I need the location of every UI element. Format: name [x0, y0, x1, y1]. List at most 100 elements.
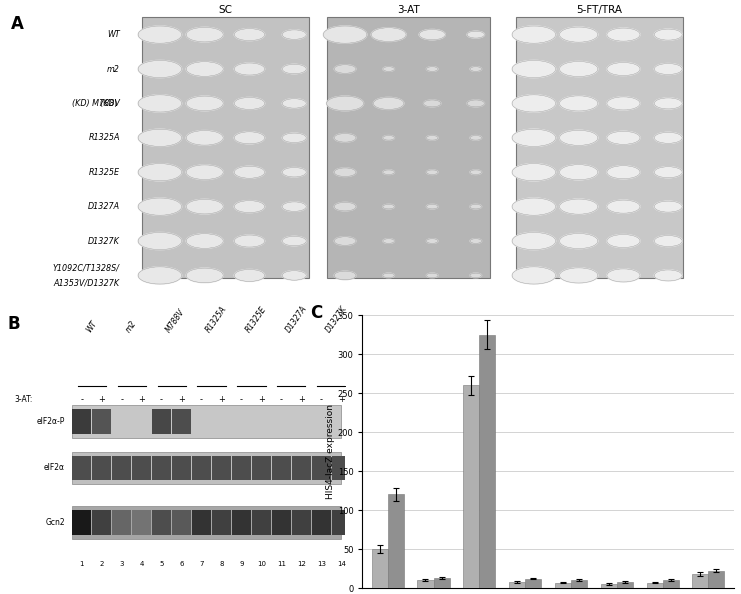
- Circle shape: [470, 239, 482, 244]
- Text: -: -: [320, 395, 323, 404]
- Text: 13: 13: [317, 561, 326, 567]
- Circle shape: [282, 271, 306, 280]
- Bar: [172, 456, 191, 480]
- Text: 6: 6: [179, 561, 184, 567]
- Circle shape: [559, 130, 598, 146]
- Circle shape: [426, 204, 438, 209]
- Circle shape: [138, 95, 182, 112]
- Circle shape: [138, 198, 182, 215]
- Bar: [327, 17, 491, 279]
- Text: +: +: [338, 395, 345, 404]
- Circle shape: [334, 134, 356, 142]
- Circle shape: [186, 200, 223, 214]
- Circle shape: [234, 29, 265, 40]
- Text: +: +: [258, 395, 265, 404]
- Circle shape: [234, 270, 265, 282]
- Bar: [433, 578, 450, 588]
- Bar: [292, 510, 311, 535]
- Bar: [72, 510, 91, 535]
- Circle shape: [426, 273, 438, 278]
- Bar: [72, 451, 342, 484]
- Circle shape: [282, 64, 306, 74]
- Bar: [72, 409, 91, 434]
- Circle shape: [186, 268, 223, 283]
- Circle shape: [654, 201, 682, 212]
- Circle shape: [559, 61, 598, 77]
- Circle shape: [424, 100, 441, 107]
- Bar: [601, 584, 617, 588]
- Text: -: -: [240, 395, 243, 404]
- Bar: [252, 510, 271, 535]
- Circle shape: [234, 132, 265, 144]
- Circle shape: [559, 96, 598, 111]
- Bar: [192, 510, 211, 535]
- Bar: [192, 456, 211, 480]
- Circle shape: [186, 96, 223, 110]
- Circle shape: [512, 26, 556, 43]
- Bar: [172, 409, 191, 434]
- Circle shape: [186, 27, 223, 42]
- Circle shape: [234, 97, 265, 109]
- Text: R1325E: R1325E: [244, 305, 268, 334]
- Circle shape: [607, 166, 640, 179]
- Circle shape: [234, 201, 265, 213]
- Circle shape: [383, 170, 394, 175]
- Bar: [232, 510, 251, 535]
- Text: 4: 4: [139, 561, 144, 567]
- Circle shape: [654, 236, 682, 247]
- Circle shape: [371, 28, 406, 42]
- Text: C: C: [310, 304, 323, 322]
- Bar: [252, 456, 271, 480]
- Bar: [152, 456, 171, 480]
- Bar: [647, 583, 662, 588]
- Circle shape: [426, 170, 438, 175]
- Circle shape: [512, 163, 556, 181]
- Text: M788V: M788V: [165, 307, 187, 334]
- Circle shape: [607, 200, 640, 213]
- Text: +: +: [138, 395, 145, 404]
- Circle shape: [654, 29, 682, 40]
- Bar: [312, 456, 331, 480]
- Circle shape: [138, 129, 182, 146]
- Bar: [372, 549, 388, 588]
- Circle shape: [327, 96, 364, 110]
- Circle shape: [138, 26, 182, 43]
- Circle shape: [607, 131, 640, 144]
- Circle shape: [234, 166, 265, 178]
- Bar: [92, 456, 111, 480]
- Circle shape: [383, 135, 394, 140]
- Circle shape: [512, 198, 556, 215]
- Text: -: -: [80, 395, 83, 404]
- Bar: [417, 580, 433, 588]
- Circle shape: [467, 31, 485, 38]
- Circle shape: [138, 267, 182, 284]
- Circle shape: [138, 232, 182, 249]
- Circle shape: [559, 268, 598, 283]
- Circle shape: [234, 63, 265, 75]
- Bar: [72, 405, 342, 438]
- Circle shape: [607, 28, 640, 41]
- Text: R1325A: R1325A: [88, 133, 120, 143]
- Circle shape: [186, 62, 223, 76]
- Bar: [212, 510, 231, 535]
- Bar: [332, 510, 350, 535]
- Bar: [388, 494, 404, 588]
- Text: 7: 7: [199, 561, 204, 567]
- Circle shape: [559, 27, 598, 42]
- Text: WT: WT: [107, 30, 120, 39]
- Text: 12: 12: [297, 561, 306, 567]
- Bar: [92, 409, 111, 434]
- Text: B: B: [7, 315, 20, 333]
- Circle shape: [467, 100, 485, 107]
- Bar: [212, 456, 231, 480]
- Circle shape: [470, 67, 482, 71]
- Text: 2: 2: [99, 561, 104, 567]
- Circle shape: [654, 167, 682, 178]
- Bar: [142, 17, 309, 279]
- Circle shape: [426, 67, 438, 71]
- Circle shape: [186, 165, 223, 179]
- Text: 9: 9: [239, 561, 244, 567]
- Bar: [571, 580, 587, 588]
- Circle shape: [607, 97, 640, 110]
- Circle shape: [282, 236, 306, 246]
